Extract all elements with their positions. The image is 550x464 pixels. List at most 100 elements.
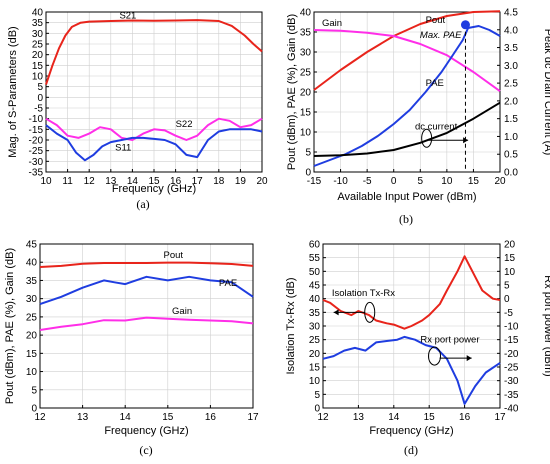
x-tick-label: 17 xyxy=(192,176,204,187)
y2-axis-label: Peak dc Drain Current (A) xyxy=(542,29,550,156)
y-tick-label: 45 xyxy=(26,240,38,251)
x-tick-label: 13 xyxy=(105,176,117,187)
series-line-pae xyxy=(313,25,501,167)
series-label: dc current xyxy=(415,121,458,132)
series-label: Pout xyxy=(426,15,446,26)
x-tick-label: 10 xyxy=(441,176,453,187)
series-line-s11 xyxy=(45,124,263,162)
y-tick-label: 5 xyxy=(314,390,320,401)
series-label: Pout xyxy=(164,250,184,261)
series-label: Gain xyxy=(172,306,192,317)
series-label: Rx port power xyxy=(420,334,479,345)
y-tick-label: 0 xyxy=(305,168,311,179)
rx-power-callout-ellipse xyxy=(428,346,442,366)
y-tick-label: 40 xyxy=(32,8,44,19)
y-tick-label: 40 xyxy=(300,8,312,19)
y-tick-label: 35 xyxy=(300,28,312,39)
y2-tick-label: 4.5 xyxy=(504,8,518,19)
max-pae-marker xyxy=(460,20,470,30)
y2-tick-label: -20 xyxy=(504,349,519,360)
y2-tick-label: 1.5 xyxy=(504,114,518,125)
x-axis-label: Frequency (GHz) xyxy=(112,183,196,195)
y-tick-label: 0 xyxy=(37,93,43,104)
y2-tick-label: 0.0 xyxy=(504,168,518,179)
chart-c: 12 13 14 15 16 17 0 5 10 15 20 25 30 35 40 45 Frequency … xyxy=(4,240,259,458)
y-tick-label: 5 xyxy=(37,82,43,93)
y-tick-label: 10 xyxy=(26,367,38,378)
series-label: Isolation Tx-Rx xyxy=(332,288,395,299)
y-tick-label: 60 xyxy=(309,240,321,251)
x-tick-label: 10 xyxy=(40,176,52,187)
y-tick-label: 35 xyxy=(32,18,44,29)
y-tick-label: 25 xyxy=(32,40,44,51)
x-axis-label: Frequency (GHz) xyxy=(369,425,453,437)
x-tick-label: 17 xyxy=(247,412,259,423)
y-tick-label: 30 xyxy=(32,29,44,40)
y-tick-label: -25 xyxy=(29,146,44,157)
x-tick-label: 13 xyxy=(353,412,365,423)
subfigure-caption: (a) xyxy=(136,197,149,211)
rx-power-arrowhead xyxy=(466,355,472,362)
series-line-dc-current xyxy=(313,101,501,157)
x-tick-label: 12 xyxy=(317,412,329,423)
chart-a: 10 11 12 13 14 15 16 17 18 19 20 -35-30-25-20-15-10… xyxy=(7,8,268,212)
y2-tick-label: 2.5 xyxy=(504,79,518,90)
y-tick-label: 10 xyxy=(309,376,321,387)
x-axis-label: Available Input Power (dBm) xyxy=(337,191,476,203)
y2-tick-label: -25 xyxy=(504,363,519,374)
series-label: S11 xyxy=(115,143,131,154)
series-label: PAE xyxy=(426,78,444,89)
chart-b: -15 -10 -5 0 5 10 15 20 0 5 10 15 20 25 30 35 40 0.0 0.5 1.… xyxy=(286,8,550,227)
y2-tick-label: -35 xyxy=(504,390,519,401)
isolation-arrowhead xyxy=(333,309,339,316)
x-tick-label: -5 xyxy=(363,176,372,187)
y-tick-label: 25 xyxy=(309,335,321,346)
y-tick-label: 30 xyxy=(309,322,321,333)
y-tick-label: 40 xyxy=(309,294,321,305)
y-tick-label: 15 xyxy=(26,349,38,360)
y2-tick-label: -15 xyxy=(504,335,519,346)
x-tick-label: 18 xyxy=(213,176,225,187)
x-tick-label: 14 xyxy=(388,412,400,423)
series-line-pout xyxy=(313,10,501,91)
y2-tick-label: 1.0 xyxy=(504,132,518,143)
y-tick-label: -20 xyxy=(29,136,44,147)
series-label: S22 xyxy=(176,119,193,130)
y-axis-label: Isolation Tx-Rx (dB) xyxy=(285,278,297,375)
x-tick-label: 11 xyxy=(62,176,73,187)
y-tick-label: -15 xyxy=(29,125,44,136)
y-tick-label: 25 xyxy=(300,68,312,79)
plot-frame xyxy=(39,243,254,409)
y-tick-label: 5 xyxy=(305,148,311,159)
x-tick-label: 20 xyxy=(256,176,268,187)
y-axis-label: Mag. of S-Parameters (dB) xyxy=(7,26,19,157)
y-tick-label: 20 xyxy=(26,331,38,342)
y-tick-label: 15 xyxy=(300,108,312,119)
y2-axis-label: Rx port power (dBm) xyxy=(542,275,550,376)
series-line-gain xyxy=(313,29,501,93)
y-tick-label: 20 xyxy=(32,50,44,61)
y2-tick-label: -10 xyxy=(504,322,519,333)
y-tick-label: -10 xyxy=(29,114,44,125)
y-tick-label: -35 xyxy=(29,168,44,179)
x-tick-label: 14 xyxy=(120,412,132,423)
y-tick-label: 10 xyxy=(300,128,312,139)
y-tick-label: 35 xyxy=(26,276,38,287)
y2-tick-label: 20 xyxy=(504,240,516,251)
y2-tick-label: 2.0 xyxy=(504,96,518,107)
y2-tick-label: 0.5 xyxy=(504,150,518,161)
y-tick-label: 0 xyxy=(314,404,320,415)
subfigure-caption: (d) xyxy=(404,443,418,457)
y-axis-label: Pout (dBm), PAE (%), Gain (dB) xyxy=(4,248,16,404)
y2-tick-label: 10 xyxy=(504,267,516,278)
y-tick-label: 30 xyxy=(300,48,312,59)
x-tick-label: 12 xyxy=(84,176,96,187)
series-line-pae xyxy=(39,275,254,306)
chart-d: 12 13 14 15 16 17051015202530354045505560-40-… xyxy=(285,240,550,458)
x-tick-label: 17 xyxy=(494,412,506,423)
y-axis-label: Pout (dBm), PAE (%), Gain (dB) xyxy=(286,14,298,170)
y-tick-label: 35 xyxy=(309,308,321,319)
x-tick-label: -10 xyxy=(333,176,348,187)
subfigure-caption: (b) xyxy=(399,212,413,226)
y-tick-label: 40 xyxy=(26,258,38,269)
